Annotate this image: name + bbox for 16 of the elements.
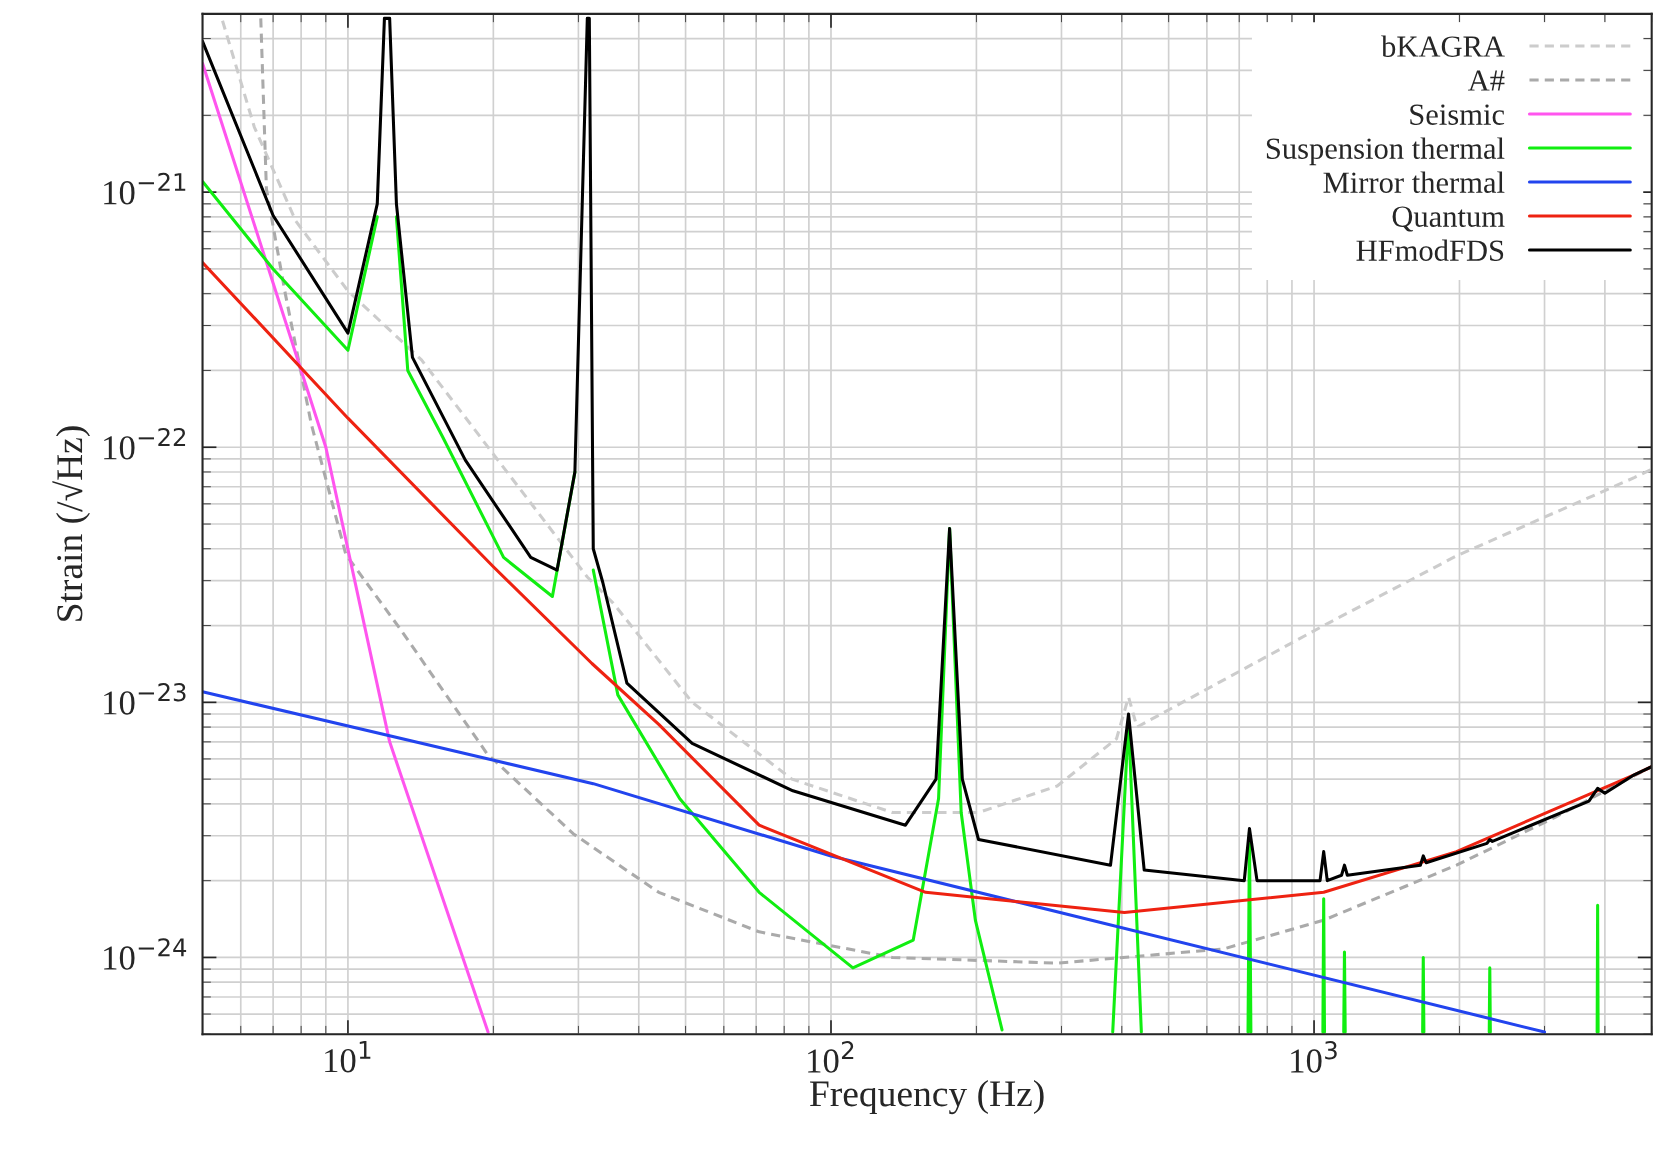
x-axis-title: Frequency (Hz) (810, 1080, 1044, 1115)
legend-label: bKAGRA (1381, 35, 1505, 57)
legend-label: Suspension thermal (1266, 137, 1505, 166)
y-tick-label: 10$^{−23}$ (104, 683, 186, 715)
y-tick-label: 10$^{−21}$ (104, 172, 186, 205)
legend-label: A# (1467, 70, 1505, 91)
x-tick-label: 10$^{2}$ (808, 1041, 854, 1073)
y-axis-title: Strain (/√Hz) (52, 426, 91, 621)
legend-label: HFmodFDS (1356, 239, 1504, 261)
y-tick-label: 10$^{−22}$ (104, 427, 186, 460)
x-tick-label: 10$^{1}$ (325, 1041, 371, 1073)
legend-label: Mirror thermal (1323, 171, 1505, 193)
x-tick-label: 10$^{3}$ (1291, 1041, 1337, 1073)
legend-label: Seismic (1410, 104, 1505, 125)
y-tick-label: 10$^{−24}$ (104, 938, 187, 970)
legend-label: Quantum (1392, 206, 1505, 232)
